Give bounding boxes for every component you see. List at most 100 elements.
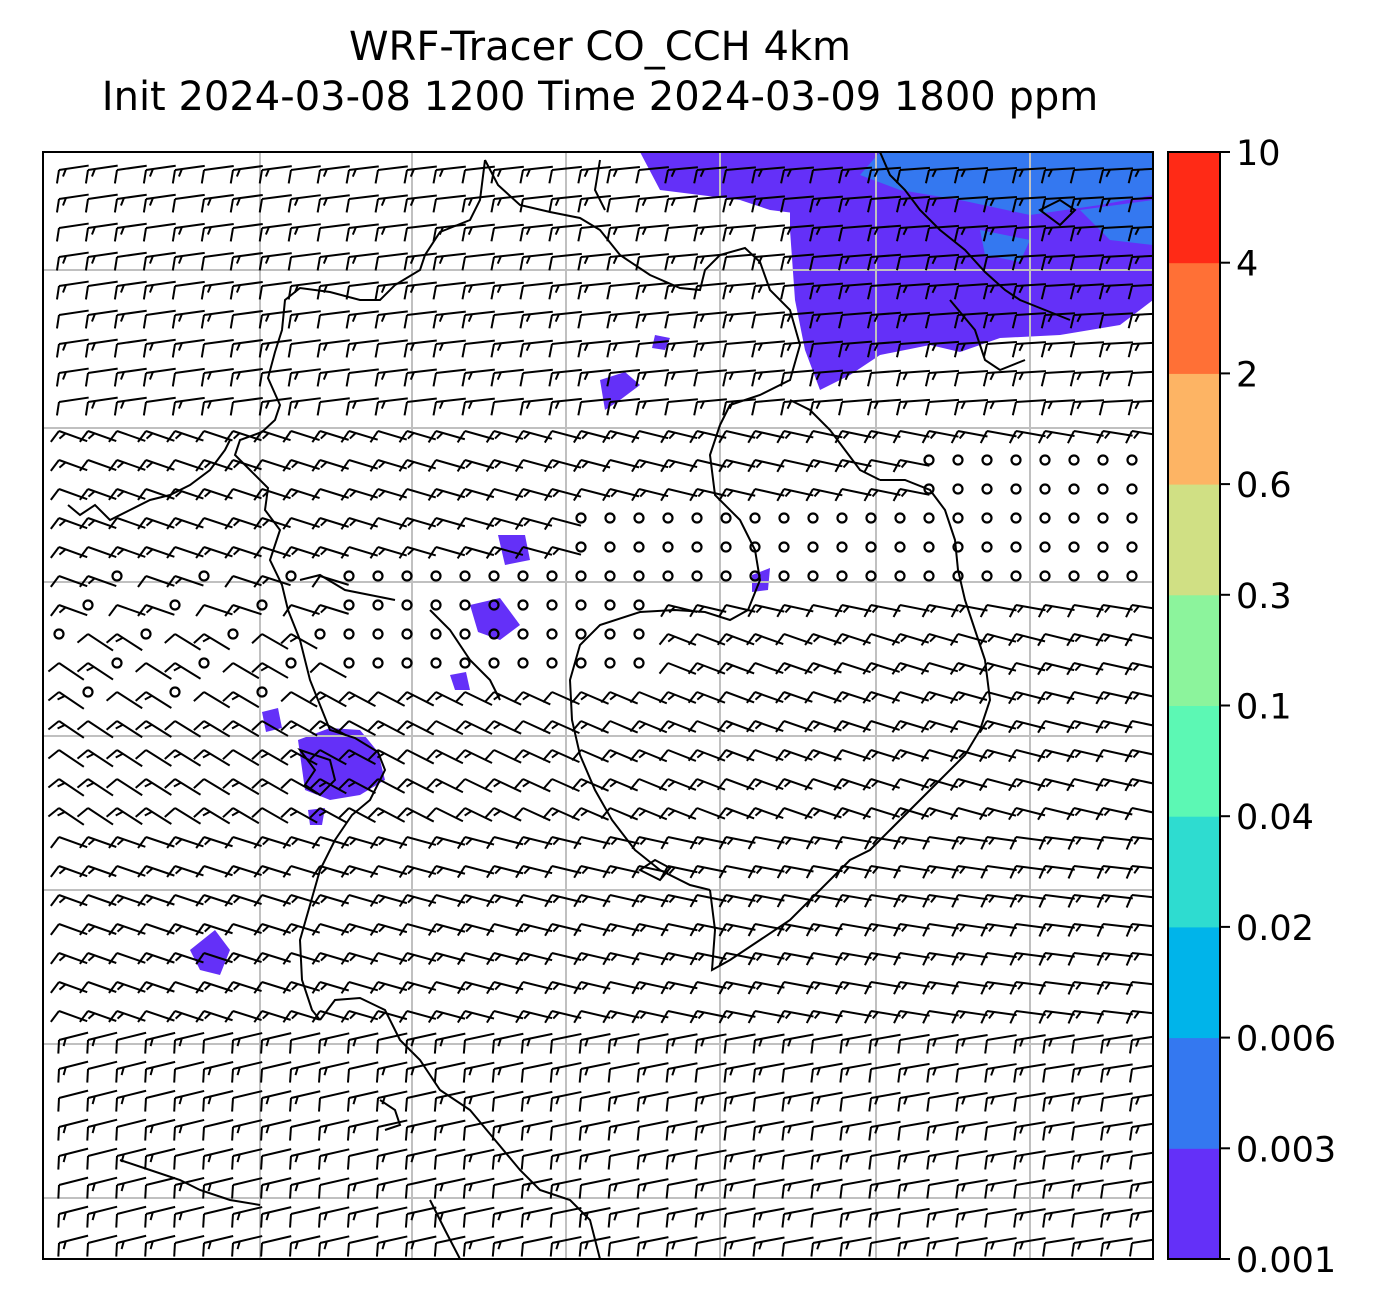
wind-barb-feather xyxy=(320,519,328,527)
wind-barb xyxy=(287,194,321,213)
wind-barb-feather xyxy=(519,169,524,184)
wind-barb xyxy=(461,339,495,358)
wind-barb-feather xyxy=(895,198,901,213)
wind-barb-feather xyxy=(322,255,328,264)
wind-barb-shaft xyxy=(609,311,640,316)
wind-barb xyxy=(432,397,466,416)
wind-barb-feather xyxy=(636,1155,640,1170)
wind-barb-feather xyxy=(1098,198,1104,213)
wind-barb-feather xyxy=(79,430,89,443)
wind-barb-shaft xyxy=(783,282,814,287)
calm-wind-circle xyxy=(372,570,384,582)
wind-barb-feather xyxy=(902,198,908,207)
wind-barb-shaft xyxy=(928,282,959,287)
wind-barb-feather xyxy=(76,662,89,673)
wind-barb xyxy=(461,223,495,242)
wind-barb xyxy=(635,224,669,242)
wind-barb xyxy=(867,311,901,329)
wind-barb-shaft xyxy=(580,223,611,229)
wind-barb-feather xyxy=(863,459,872,473)
wind-barb-feather xyxy=(636,1213,640,1228)
wind-barb-feather xyxy=(929,635,937,643)
wind-barb-feather xyxy=(462,1155,466,1170)
wind-barb-feather xyxy=(629,720,640,733)
wind-barb xyxy=(895,195,930,213)
wind-barb-shaft xyxy=(1131,399,1153,403)
wind-barb xyxy=(895,369,930,387)
wind-barb-shaft xyxy=(319,339,350,345)
wind-barb-feather xyxy=(108,430,118,443)
calm-wind-circle xyxy=(981,570,993,582)
wind-barb-shaft xyxy=(609,398,640,403)
wind-barb-feather xyxy=(235,168,241,177)
wind-barb xyxy=(258,310,292,329)
wind-barb-feather xyxy=(84,198,89,213)
wind-barb-feather xyxy=(404,1097,408,1112)
wind-barb-feather xyxy=(115,1155,118,1170)
wind-barb-feather xyxy=(351,400,357,409)
calm-wind-circle xyxy=(662,541,674,553)
wind-barb xyxy=(309,662,347,679)
wind-barb-feather xyxy=(178,400,183,409)
wind-barb-feather xyxy=(834,430,843,444)
wind-barb-feather xyxy=(398,546,408,559)
wind-barb-feather xyxy=(345,372,350,387)
tracer-patch-mid xyxy=(1080,200,1153,245)
coastline-segment xyxy=(299,573,396,601)
wind-barb xyxy=(892,488,930,502)
wind-barb-feather xyxy=(369,488,379,501)
wind-barb xyxy=(251,662,289,679)
wind-barb-feather xyxy=(404,1184,408,1199)
wind-barb-feather xyxy=(751,256,756,271)
wind-barb-feather xyxy=(987,664,995,672)
wind-barb-shaft xyxy=(203,691,231,709)
wind-barb-shaft xyxy=(1102,691,1133,700)
wind-barb-feather xyxy=(322,371,328,380)
wind-barb-feather xyxy=(316,227,321,242)
wind-barb xyxy=(780,311,814,329)
wind-barb xyxy=(924,398,959,416)
wind-barb xyxy=(751,166,785,184)
wind-barb-feather xyxy=(79,517,89,530)
wind-barb-feather xyxy=(552,548,560,556)
calm-wind-circle xyxy=(923,541,935,553)
wind-barb-shaft xyxy=(580,281,611,287)
wind-barb-feather xyxy=(722,169,727,184)
wind-barb-shaft xyxy=(754,459,785,468)
wind-barb-shaft xyxy=(435,194,466,200)
wind-barb-feather xyxy=(55,314,60,329)
wind-barb xyxy=(200,193,234,213)
wind-barb-feather xyxy=(578,1155,582,1170)
wind-barb-feather xyxy=(664,198,669,213)
wind-barb-feather xyxy=(202,636,211,643)
wind-barb-shaft xyxy=(377,165,408,171)
wind-barb-shaft xyxy=(232,691,260,709)
wind-barb xyxy=(892,430,930,444)
wind-barb-feather xyxy=(289,1039,292,1054)
wind-barb-shaft xyxy=(348,223,379,229)
wind-barb-feather xyxy=(929,605,937,614)
wind-barb xyxy=(895,282,930,300)
wind-barb-feather xyxy=(316,198,321,213)
wind-barb xyxy=(258,368,292,387)
wind-barb xyxy=(924,195,959,213)
calm-wind-circle xyxy=(778,541,790,553)
wind-barb xyxy=(490,368,524,387)
wind-barb-feather xyxy=(135,720,147,731)
wind-barb-feather xyxy=(115,1184,118,1199)
calm-wind-circle xyxy=(633,512,645,524)
wind-barb xyxy=(171,396,205,416)
wind-barb-feather xyxy=(116,548,125,556)
tracer-patch-low xyxy=(262,708,282,732)
wind-barb xyxy=(135,720,172,738)
wind-barb xyxy=(47,662,85,681)
calm-wind-circle xyxy=(372,599,384,611)
wind-barb xyxy=(251,720,289,737)
wind-barb-feather xyxy=(549,1155,553,1170)
wind-barb-shaft xyxy=(377,194,408,200)
wind-barb-feather xyxy=(718,488,727,502)
wind-barb-feather xyxy=(1098,256,1104,271)
wind-barb-feather xyxy=(318,1039,321,1054)
wind-barb xyxy=(490,339,524,358)
wind-barb-feather xyxy=(578,1068,582,1083)
